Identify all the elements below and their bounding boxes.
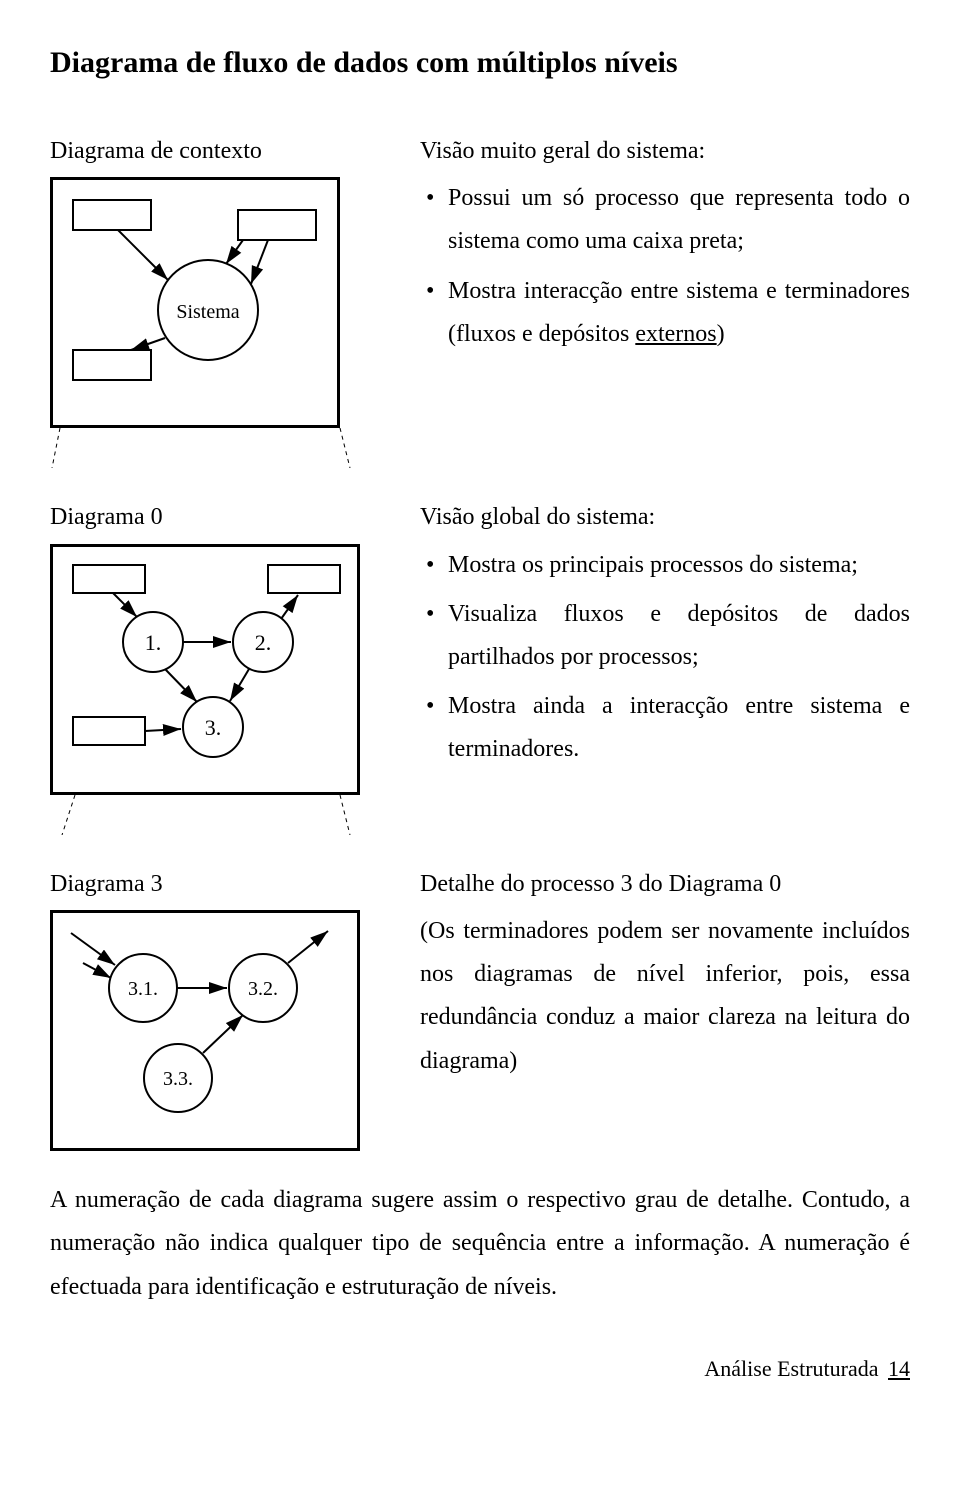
level0-bullet: Visualiza fluxos e depósitos de dados pa…	[420, 593, 910, 679]
terminator-rect	[268, 565, 340, 593]
terminator-rect	[73, 565, 145, 593]
process-label: 3.	[205, 715, 222, 740]
footer-page: 14	[888, 1356, 910, 1381]
terminator-rect	[73, 717, 145, 745]
terminator-rect	[73, 200, 151, 230]
context-lead: Visão muito geral do sistema:	[420, 130, 910, 173]
page-footer: Análise Estruturada 14	[50, 1349, 910, 1389]
level3-paragraph: (Os terminadores podem ser novamente inc…	[420, 910, 910, 1083]
level3-lead: Detalhe do processo 3 do Diagrama 0	[420, 863, 910, 906]
bottom-paragraph: A numeração de cada diagrama sugere assi…	[50, 1179, 910, 1309]
footer-text: Análise Estruturada	[704, 1356, 878, 1381]
context-diagram-box: Sistema	[50, 177, 340, 428]
context-bullet: Possui um só processo que representa tod…	[420, 177, 910, 263]
process-label: 3.2.	[248, 978, 278, 1000]
level0-lead: Visão global do sistema:	[420, 496, 910, 539]
level0-diagram-label: Diagrama 0	[50, 496, 380, 539]
process-label: 1.	[145, 630, 162, 655]
row-context: Diagrama de contexto Sistema	[50, 130, 910, 468]
level0-diagram-box: 1. 2. 3.	[50, 544, 360, 795]
row-level3: Diagrama 3 3.1. 3.2. 3.3. Detalhe do pro…	[50, 863, 910, 1151]
context-bullets: Possui um só processo que representa tod…	[420, 177, 910, 356]
terminator-rect	[238, 210, 316, 240]
level0-bullet: Mostra os principais processos do sistem…	[420, 544, 910, 587]
process-label: 3.1.	[128, 978, 158, 1000]
level0-bullets: Mostra os principais processos do sistem…	[420, 544, 910, 772]
context-bullet: Mostra interacção entre sistema e termin…	[420, 270, 910, 356]
process-label: Sistema	[176, 301, 239, 323]
level3-diagram-box: 3.1. 3.2. 3.3.	[50, 910, 360, 1151]
row-level0: Diagrama 0 1. 2. 3.	[50, 496, 910, 834]
level3-diagram-label: Diagrama 3	[50, 863, 380, 906]
process-label: 2.	[255, 630, 272, 655]
process-label: 3.3.	[163, 1068, 193, 1090]
page-title: Diagrama de fluxo de dados com múltiplos…	[50, 36, 910, 90]
context-diagram-label: Diagrama de contexto	[50, 130, 380, 173]
terminator-rect	[73, 350, 151, 380]
level0-bullet: Mostra ainda a interacção entre sistema …	[420, 685, 910, 771]
